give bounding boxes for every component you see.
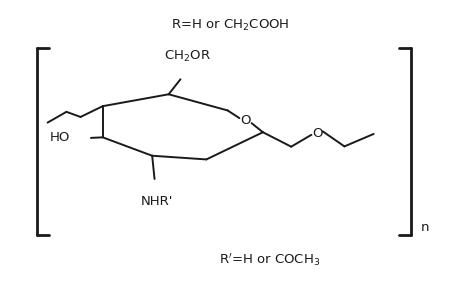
Text: NHR': NHR' bbox=[141, 194, 173, 208]
Text: R=H or CH$_2$COOH: R=H or CH$_2$COOH bbox=[171, 18, 289, 33]
Text: O: O bbox=[240, 114, 251, 127]
Text: CH$_2$OR: CH$_2$OR bbox=[164, 49, 211, 64]
Text: O: O bbox=[312, 127, 322, 140]
Text: R$'$=H or COCH$_3$: R$'$=H or COCH$_3$ bbox=[219, 252, 321, 268]
Text: HO: HO bbox=[49, 131, 70, 144]
Text: n: n bbox=[421, 221, 429, 234]
